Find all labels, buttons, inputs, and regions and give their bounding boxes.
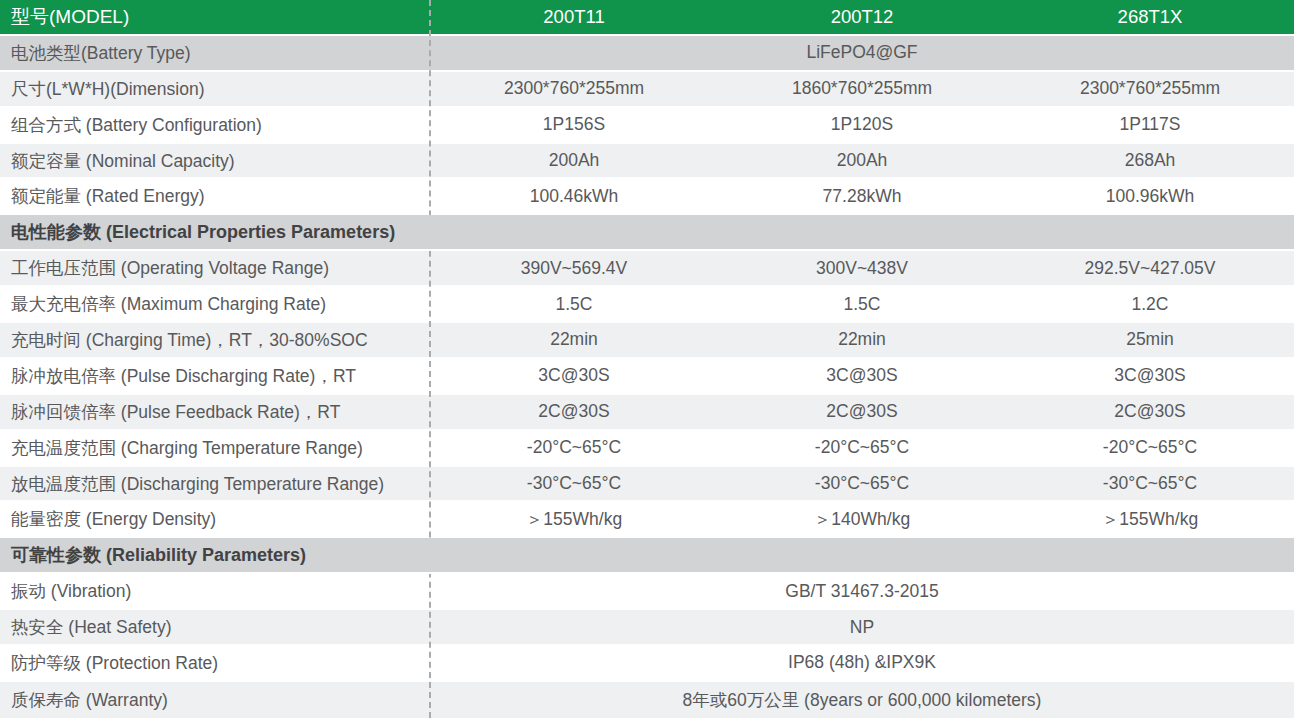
spec-value: 1.2C <box>1006 294 1294 315</box>
spec-row: 脉冲放电倍率 (Pulse Discharging Rate)，RT3C@30S… <box>0 359 1294 395</box>
spec-label: 振动 (Vibration) <box>0 579 430 603</box>
battery-spec-table: 型号(MODEL) 200T11 200T12 268T1X 电池类型(Batt… <box>0 0 1294 718</box>
spec-label: 最大充电倍率 (Maximum Charging Rate) <box>0 292 430 316</box>
spec-value-span: IP68 (48h) &IPX9K <box>430 652 1294 673</box>
spec-value: 2300*760*255mm <box>1006 78 1294 99</box>
spec-label: 脉冲回馈倍率 (Pulse Feedback Rate)，RT <box>0 400 430 424</box>
spec-value: -20°C~65°C <box>430 437 718 458</box>
spec-row: 额定能量 (Rated Energy)100.46kWh77.28kWh100.… <box>0 179 1294 215</box>
spec-value: -30°C~65°C <box>718 473 1006 494</box>
spec-row: 质保寿命 (Warranty)8年或60万公里 (8years or 600,0… <box>0 682 1294 718</box>
spec-value: 2C@30S <box>430 401 718 422</box>
spec-value-span: 8年或60万公里 (8years or 600,000 kilometers) <box>430 688 1294 712</box>
model-header-label: 型号(MODEL) <box>0 4 430 30</box>
spec-value: 100.46kWh <box>430 186 718 207</box>
spec-row: 尺寸(L*W*H)(Dimension)2300*760*255mm1860*7… <box>0 72 1294 108</box>
spec-value: 25min <box>1006 329 1294 350</box>
spec-label: 工作电压范围 (Operating Voltage Range) <box>0 256 430 280</box>
model-column-3: 268T1X <box>1006 6 1294 28</box>
spec-value: 1.5C <box>430 294 718 315</box>
spec-row: 额定容量 (Nominal Capacity)200Ah200Ah268Ah <box>0 144 1294 180</box>
spec-row: 能量密度 (Energy Density)＞155Wh/kg＞140Wh/kg＞… <box>0 502 1294 538</box>
spec-value: 100.96kWh <box>1006 186 1294 207</box>
section-title: 可靠性参数 (Reliability Parameters) <box>0 543 1294 567</box>
spec-value: 2C@30S <box>1006 401 1294 422</box>
spec-value: 1860*760*255mm <box>718 78 1006 99</box>
spec-value: -30°C~65°C <box>1006 473 1294 494</box>
spec-value: 22min <box>718 329 1006 350</box>
spec-value: 200Ah <box>430 150 718 171</box>
spec-value: 292.5V~427.05V <box>1006 258 1294 279</box>
spec-value: 3C@30S <box>430 365 718 386</box>
spec-value-span: GB/T 31467.3-2015 <box>430 581 1294 602</box>
spec-value: 2C@30S <box>718 401 1006 422</box>
spec-label: 脉冲放电倍率 (Pulse Discharging Rate)，RT <box>0 364 430 388</box>
spec-label: 能量密度 (Energy Density) <box>0 507 430 531</box>
spec-row: 最大充电倍率 (Maximum Charging Rate)1.5C1.5C1.… <box>0 287 1294 323</box>
spec-value: 1.5C <box>718 294 1006 315</box>
model-column-1: 200T11 <box>430 6 718 28</box>
spec-value: 77.28kWh <box>718 186 1006 207</box>
spec-row: 防护等级 (Protection Rate)IP68 (48h) &IPX9K <box>0 646 1294 682</box>
spec-value: -30°C~65°C <box>430 473 718 494</box>
spec-value: 1P156S <box>430 114 718 135</box>
section-header-row: 电性能参数 (Electrical Properties Parameters) <box>0 215 1294 251</box>
spec-value: 1P120S <box>718 114 1006 135</box>
spec-label: 放电温度范围 (Discharging Temperature Range) <box>0 472 430 496</box>
spec-label: 尺寸(L*W*H)(Dimension) <box>0 77 430 101</box>
spec-value: 2300*760*255mm <box>430 78 718 99</box>
spec-value: ＞155Wh/kg <box>1006 507 1294 531</box>
spec-row: 组合方式 (Battery Configuration)1P156S1P120S… <box>0 108 1294 144</box>
spec-label: 额定能量 (Rated Energy) <box>0 184 430 208</box>
spec-label: 防护等级 (Protection Rate) <box>0 651 430 675</box>
spec-label: 质保寿命 (Warranty) <box>0 688 430 712</box>
spec-value: 1P117S <box>1006 114 1294 135</box>
spec-value: -20°C~65°C <box>1006 437 1294 458</box>
spec-row: 电池类型(Battery Type)LiFePO4@GF <box>0 36 1294 72</box>
spec-row: 热安全 (Heat Safety)NP <box>0 610 1294 646</box>
spec-value: ＞155Wh/kg <box>430 507 718 531</box>
spec-value: 390V~569.4V <box>430 258 718 279</box>
spec-label: 电池类型(Battery Type) <box>0 41 430 65</box>
spec-value: ＞140Wh/kg <box>718 507 1006 531</box>
spec-label: 热安全 (Heat Safety) <box>0 615 430 639</box>
model-header-row: 型号(MODEL) 200T11 200T12 268T1X <box>0 0 1294 36</box>
spec-value: 3C@30S <box>718 365 1006 386</box>
spec-value: 22min <box>430 329 718 350</box>
spec-value: 3C@30S <box>1006 365 1294 386</box>
spec-row: 充电时间 (Charging Time)，RT，30-80%SOC22min22… <box>0 323 1294 359</box>
spec-label: 组合方式 (Battery Configuration) <box>0 113 430 137</box>
spec-label: 充电温度范围 (Charging Temperature Range) <box>0 436 430 460</box>
spec-row: 脉冲回馈倍率 (Pulse Feedback Rate)，RT2C@30S2C@… <box>0 395 1294 431</box>
spec-label: 额定容量 (Nominal Capacity) <box>0 149 430 173</box>
spec-value-span: LiFePO4@GF <box>430 42 1294 63</box>
spec-row: 放电温度范围 (Discharging Temperature Range)-3… <box>0 467 1294 503</box>
spec-value-span: NP <box>430 617 1294 638</box>
section-title: 电性能参数 (Electrical Properties Parameters) <box>0 220 1294 244</box>
section-header-row: 可靠性参数 (Reliability Parameters) <box>0 538 1294 574</box>
spec-row: 充电温度范围 (Charging Temperature Range)-20°C… <box>0 431 1294 467</box>
spec-label: 充电时间 (Charging Time)，RT，30-80%SOC <box>0 328 430 352</box>
spec-value: 200Ah <box>718 150 1006 171</box>
spec-value: 300V~438V <box>718 258 1006 279</box>
spec-row: 工作电压范围 (Operating Voltage Range)390V~569… <box>0 251 1294 287</box>
spec-value: 268Ah <box>1006 150 1294 171</box>
model-column-2: 200T12 <box>718 6 1006 28</box>
spec-value: -20°C~65°C <box>718 437 1006 458</box>
spec-row: 振动 (Vibration)GB/T 31467.3-2015 <box>0 574 1294 610</box>
